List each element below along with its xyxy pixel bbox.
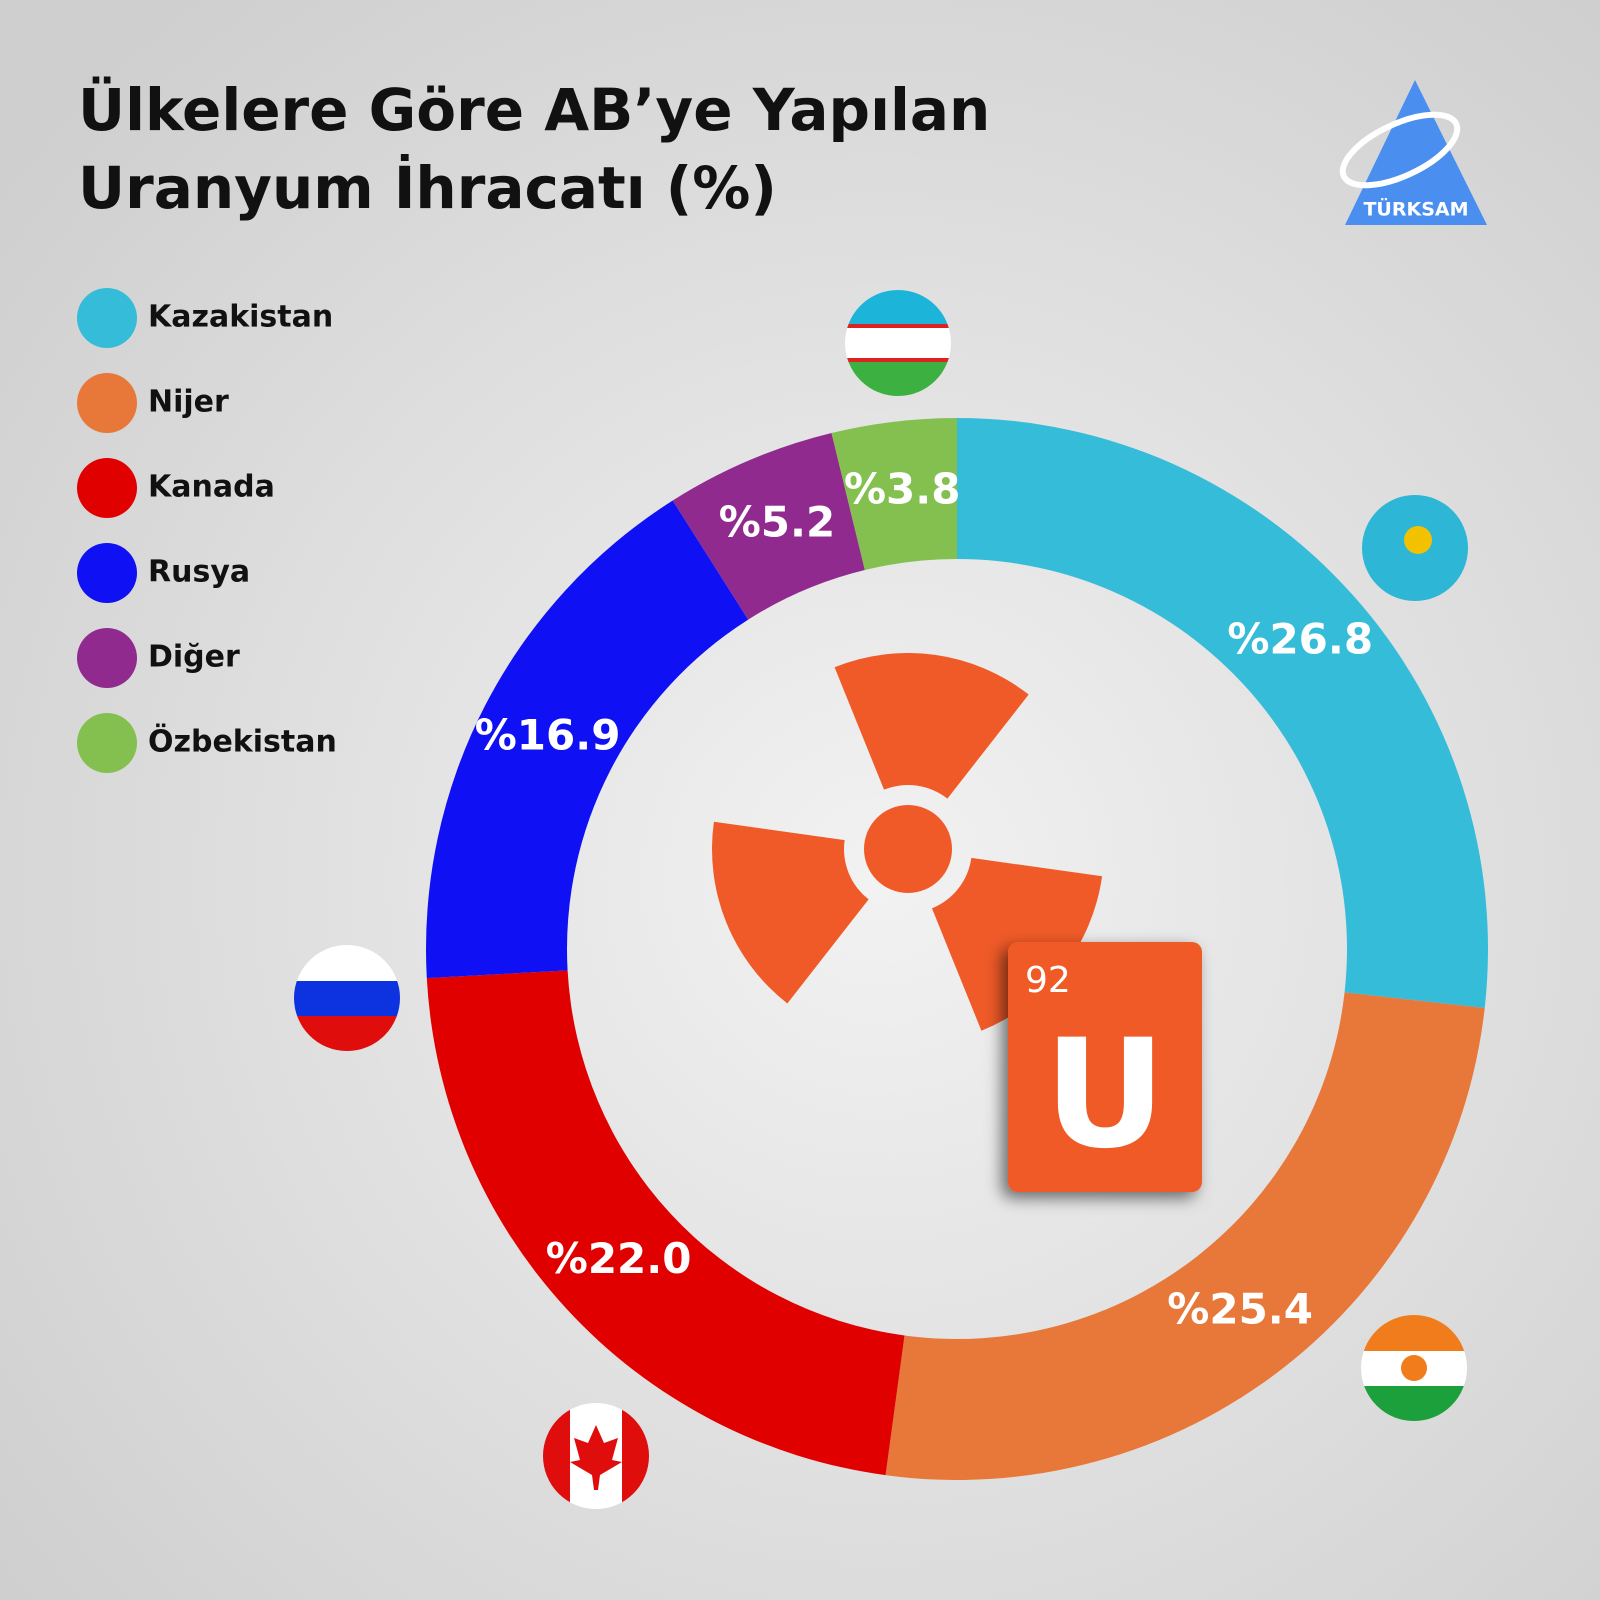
radiation-blade	[834, 653, 1029, 799]
legend-label: Kazakistan	[148, 300, 333, 335]
logo-triangle	[1345, 80, 1487, 225]
legend-swatch	[77, 543, 137, 603]
value-label: %25.4	[1167, 1285, 1313, 1334]
legend-label: Nijer	[148, 385, 229, 420]
flag-kazakhstan	[1362, 495, 1468, 601]
flag-uzbekistan	[845, 290, 951, 396]
legend-swatch	[77, 288, 137, 348]
element-symbol: U	[1044, 1008, 1166, 1182]
legend-label: Özbekistan	[148, 723, 337, 760]
chart-title: Uranyum İhracatı (%)	[78, 153, 777, 222]
legend-label: Diğer	[148, 640, 240, 675]
chart-title: Ülkelere Göre AB’ye Yapılan	[78, 75, 990, 144]
radiation-core	[864, 805, 952, 893]
value-label: %26.8	[1227, 615, 1373, 664]
logo-orbit	[1339, 111, 1461, 189]
flag-niger	[1361, 1315, 1467, 1421]
donut-segment	[672, 433, 865, 620]
value-label: %22.0	[546, 1234, 692, 1283]
element-card: 92 U	[1008, 942, 1202, 1192]
donut-segment	[831, 418, 957, 571]
logo-text: TÜRKSAM	[1363, 197, 1468, 221]
donut-segment	[426, 970, 905, 1476]
value-label: %3.8	[844, 464, 960, 513]
legend-swatch	[77, 628, 137, 688]
flag-canada	[543, 1403, 649, 1509]
donut-segment	[885, 992, 1485, 1480]
legend-swatch	[77, 713, 137, 773]
donut-segment	[957, 418, 1488, 1009]
legend-label: Rusya	[148, 555, 250, 590]
legend-swatch	[77, 373, 137, 433]
legend-swatch	[77, 458, 137, 518]
radiation-blade	[712, 821, 869, 1004]
value-label: %16.9	[475, 711, 621, 760]
element-number: 92	[1025, 960, 1071, 1001]
logo: TÜRKSAM	[1339, 80, 1487, 225]
value-label: %5.2	[719, 498, 835, 547]
legend-label: Kanada	[148, 470, 275, 505]
element-box	[1008, 942, 1202, 1192]
donut-segment	[426, 500, 749, 979]
